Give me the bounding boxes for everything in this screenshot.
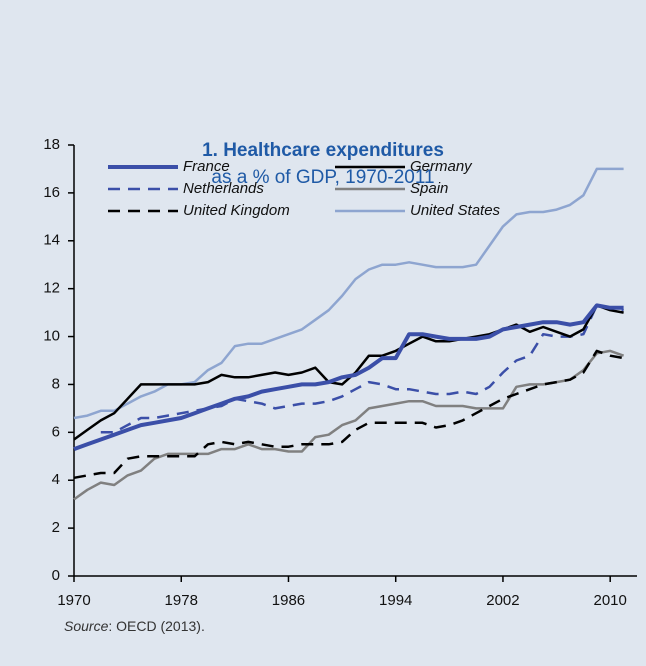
y-tick-label: 6	[52, 423, 60, 440]
legend-label: United States	[410, 202, 501, 219]
series-line	[73, 303, 624, 451]
legend-label: United Kingdom	[183, 202, 290, 219]
legend-label: France	[183, 158, 230, 175]
series-line	[100, 304, 624, 434]
legend-label: Spain	[410, 180, 448, 197]
x-tick-label: 2010	[594, 592, 627, 609]
y-tick-label: 10	[43, 328, 60, 345]
source-label: Source	[64, 618, 109, 634]
y-tick-label: 16	[43, 184, 60, 201]
x-tick-label: 1994	[379, 592, 412, 609]
x-tick-label: 2002	[486, 592, 519, 609]
series-line	[73, 349, 624, 480]
y-tick-label: 12	[43, 280, 60, 297]
y-tick-label: 4	[52, 471, 60, 488]
chart-subtitle: as a % of GDP, 1970-2011	[211, 167, 434, 188]
x-tick-label: 1978	[165, 592, 198, 609]
y-tick-label: 8	[52, 375, 60, 392]
chart-title: 1. Healthcare expenditures	[202, 140, 444, 161]
x-tick-label: 1970	[57, 592, 90, 609]
y-tick-label: 0	[52, 567, 60, 584]
legend-label: Germany	[410, 158, 473, 175]
legend-label: Netherlands	[183, 180, 264, 197]
x-tick-label: 1986	[272, 592, 305, 609]
series-line	[73, 349, 625, 501]
y-tick-label: 2	[52, 519, 60, 536]
series-line	[73, 304, 624, 441]
y-tick-label: 18	[43, 136, 60, 153]
y-tick-label: 14	[43, 232, 60, 249]
source: Source: OECD (2013).	[64, 618, 205, 634]
source-text: : OECD (2013).	[108, 618, 204, 634]
